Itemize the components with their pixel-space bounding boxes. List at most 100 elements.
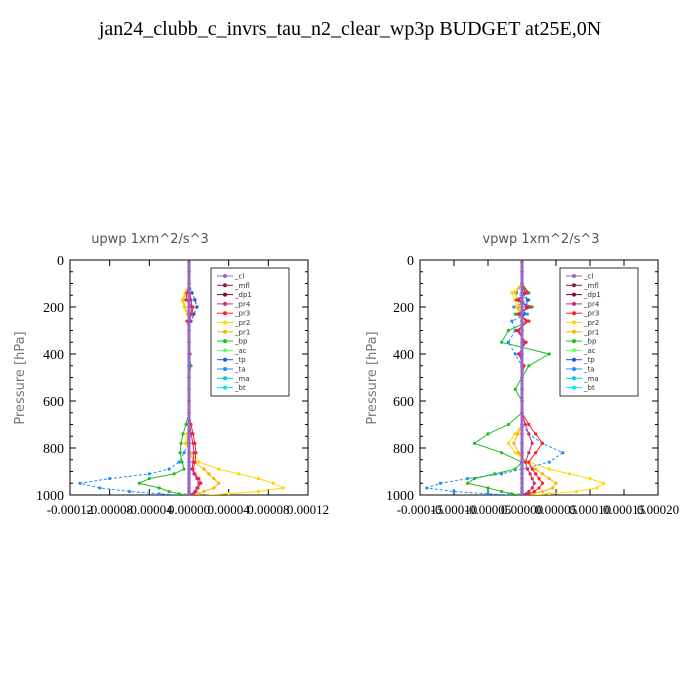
series-point-bp bbox=[486, 432, 490, 436]
series-point-cl bbox=[520, 451, 524, 455]
y-tick-label: 400 bbox=[43, 348, 64, 363]
series-point-pr3 bbox=[528, 305, 532, 309]
series-point-pr1 bbox=[212, 486, 216, 490]
series-point-pr4 bbox=[192, 451, 196, 455]
series-point-tp bbox=[195, 305, 199, 309]
legend-entry: _ta bbox=[234, 366, 246, 374]
series-point-cl bbox=[520, 460, 524, 464]
series-point-tp bbox=[525, 298, 530, 302]
series-point-cl bbox=[520, 489, 524, 494]
series-point-bp bbox=[181, 432, 185, 436]
legend-entry: _cl bbox=[583, 273, 593, 281]
series-point-pr1 bbox=[513, 291, 517, 295]
x-tick-label: 0.00005 bbox=[535, 502, 577, 517]
legend-marker bbox=[223, 357, 227, 362]
y-axis-label: Pressure [hPa] bbox=[365, 331, 380, 424]
x-tick-label: 0.00012 bbox=[287, 502, 329, 517]
series-point-cl bbox=[520, 340, 524, 344]
series-point-pr2 bbox=[547, 467, 551, 471]
legend-entry: _bp bbox=[234, 338, 248, 346]
legend-marker bbox=[572, 329, 576, 334]
series-point-pr4 bbox=[532, 481, 536, 485]
series-point-cl bbox=[520, 422, 524, 427]
series-point-ta bbox=[167, 467, 171, 471]
y-tick-label: 400 bbox=[393, 348, 414, 363]
series-point-cl bbox=[520, 364, 524, 368]
series-point-ta bbox=[506, 493, 510, 495]
legend-entry: _ac bbox=[234, 347, 247, 355]
series-point-pr3 bbox=[527, 460, 531, 464]
y-tick-label: 600 bbox=[43, 395, 64, 410]
legend-marker bbox=[223, 311, 227, 316]
legend-marker bbox=[223, 348, 227, 353]
series-point-ta bbox=[547, 460, 551, 464]
series-point-pr2 bbox=[183, 441, 187, 445]
series-point-ta bbox=[98, 486, 102, 490]
series-point-bp bbox=[157, 486, 161, 490]
legend-entry: _pr3 bbox=[234, 310, 250, 318]
series-point-pr4 bbox=[524, 319, 528, 323]
series-point-pr1 bbox=[512, 441, 516, 445]
series-point-pr4 bbox=[523, 340, 527, 344]
series-point-cl bbox=[187, 340, 191, 344]
series-point-pr1 bbox=[540, 489, 545, 494]
series-point-cl bbox=[520, 481, 524, 485]
series-point-bp bbox=[472, 441, 476, 445]
series-point-ta bbox=[510, 319, 514, 323]
series-point-cl bbox=[187, 411, 191, 415]
series-point-cl bbox=[520, 298, 524, 302]
series-point-ta bbox=[438, 481, 442, 485]
series-point-cl bbox=[187, 476, 191, 481]
series-point-pr1 bbox=[547, 476, 551, 481]
series-group bbox=[425, 260, 606, 495]
legend-marker bbox=[572, 339, 576, 344]
y-tick-label: 0 bbox=[57, 254, 64, 269]
series-point-cl bbox=[520, 260, 524, 264]
legend-entry: _tp bbox=[234, 356, 246, 364]
series-point-bp bbox=[500, 340, 504, 344]
series-point-pr3 bbox=[534, 451, 538, 455]
series-point-pr2 bbox=[506, 441, 510, 445]
legend-entry: _dp1 bbox=[234, 291, 252, 299]
series-point-cl bbox=[520, 305, 524, 309]
series-point-pr1 bbox=[517, 451, 521, 455]
series-point-bp bbox=[517, 493, 521, 495]
series-point-pr4 bbox=[525, 305, 530, 309]
series-point-pr4 bbox=[530, 441, 534, 445]
series-point-cl bbox=[520, 441, 524, 445]
series-point-bp bbox=[182, 467, 186, 471]
legend-entry: _pr4 bbox=[583, 300, 600, 308]
series-point-ta bbox=[486, 492, 490, 495]
legend-entry: _bt bbox=[583, 384, 595, 392]
series-point-pr4 bbox=[191, 460, 195, 464]
series-point-cl bbox=[187, 460, 191, 464]
legend-entry: _bt bbox=[234, 384, 246, 392]
series-point-ta bbox=[157, 492, 161, 495]
legend-entry: _pr2 bbox=[234, 319, 250, 327]
series-point-pr3 bbox=[527, 319, 531, 323]
y-tick-label: 800 bbox=[43, 442, 64, 457]
series-point-bp bbox=[506, 328, 510, 333]
legend-marker bbox=[223, 274, 227, 278]
series-point-pr1 bbox=[516, 432, 520, 436]
series-point-pr2 bbox=[514, 305, 519, 309]
legend-entry: _mfl bbox=[234, 282, 250, 290]
series-point-bp bbox=[172, 472, 176, 476]
legend-marker bbox=[223, 385, 227, 390]
series-point-cl bbox=[520, 352, 524, 356]
series-point-cl bbox=[520, 472, 524, 476]
legend-marker bbox=[572, 274, 576, 278]
series-point-ta bbox=[425, 486, 429, 490]
series-point-cl bbox=[187, 399, 191, 403]
x-tick-label: -0.00010 bbox=[431, 502, 478, 517]
series-point-pr4 bbox=[190, 305, 194, 309]
series-point-pr3 bbox=[537, 476, 541, 481]
series-point-bp bbox=[147, 476, 151, 481]
series-point-cl bbox=[187, 328, 191, 333]
series-point-ta bbox=[500, 472, 504, 476]
series-point-cl bbox=[187, 312, 191, 316]
series-point-cl bbox=[520, 432, 524, 436]
series-point-cl bbox=[520, 312, 524, 316]
series-point-ta bbox=[525, 312, 530, 316]
series-point-bp bbox=[486, 486, 490, 490]
